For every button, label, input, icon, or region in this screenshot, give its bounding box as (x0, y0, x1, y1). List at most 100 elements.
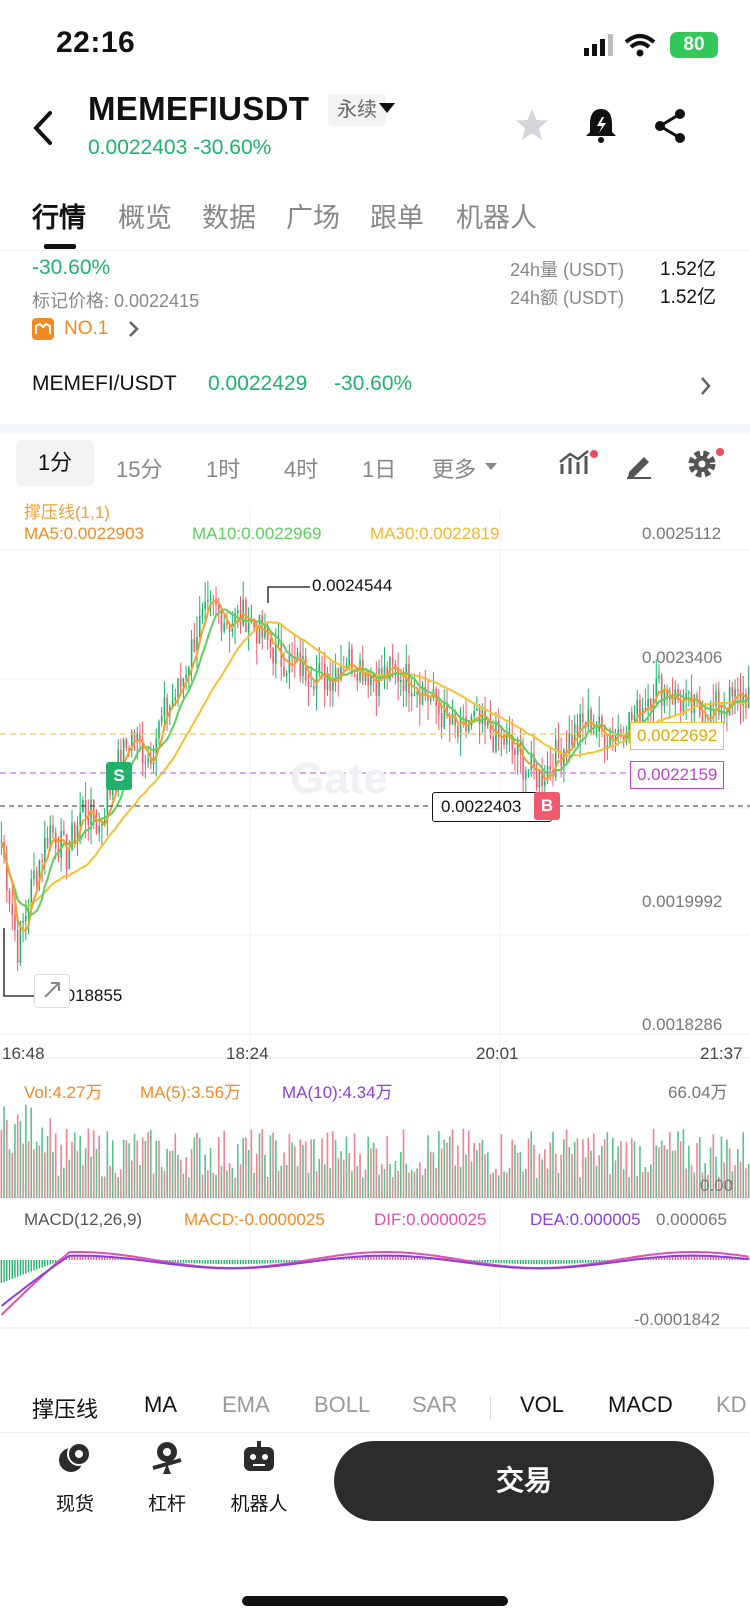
volume-bar (568, 1147, 571, 1198)
macd-bar (595, 1260, 598, 1263)
indicator-icon[interactable] (558, 448, 598, 480)
ind-ema[interactable]: EMA (222, 1392, 270, 1417)
tab-data[interactable]: 数据 (202, 203, 256, 233)
rank-chevron-icon[interactable] (128, 320, 140, 338)
ind-ma[interactable]: MA (144, 1392, 177, 1417)
timeframe-15m[interactable]: 15分 (116, 457, 163, 482)
candle-body (530, 753, 533, 770)
level-yellow-tag[interactable]: 0.0022692 (630, 722, 725, 750)
spot-button[interactable]: 现货 (30, 1440, 120, 1516)
volume-bar (87, 1128, 90, 1198)
volume-bar (650, 1164, 652, 1198)
macd-bar (291, 1260, 293, 1263)
volume-bar (701, 1172, 704, 1198)
rank-label[interactable]: NO.1 (64, 318, 109, 339)
tab-copy-trading[interactable]: 跟单 (370, 203, 424, 233)
macd-bar (712, 1256, 715, 1260)
ind-kd[interactable]: KD (716, 1392, 747, 1417)
price-alert-bell-icon[interactable] (584, 106, 618, 144)
bot-button[interactable]: 机器人 (214, 1440, 304, 1516)
candle-body (25, 915, 27, 922)
share-icon[interactable] (652, 108, 688, 144)
volume-bar (30, 1107, 33, 1198)
candle-body (296, 652, 299, 659)
candle-body (60, 830, 62, 858)
chart-settings-gear-icon[interactable] (686, 446, 726, 480)
volume-bar (337, 1157, 340, 1198)
battery-icon: 80 (670, 32, 718, 58)
volume-bar (372, 1142, 375, 1198)
tab-square[interactable]: 广场 (286, 203, 340, 233)
margin-button[interactable]: 杠杆 (122, 1440, 212, 1516)
volume-bar (242, 1137, 245, 1198)
candle-body (595, 731, 598, 733)
macd-bar (718, 1256, 720, 1260)
expand-chart-button[interactable] (34, 974, 70, 1008)
dropdown-caret-icon[interactable] (378, 102, 396, 114)
timeframe-1h[interactable]: 1时 (206, 457, 241, 482)
volume-bar (470, 1161, 473, 1198)
more-caret-icon[interactable] (484, 462, 498, 471)
ind-support-resistance[interactable]: 撑压线 (32, 1397, 99, 1422)
macd-bar (405, 1256, 407, 1260)
trade-button[interactable]: 交易 (334, 1441, 714, 1521)
candle-body (503, 734, 505, 745)
macd-bar (35, 1260, 38, 1270)
candle-body (397, 667, 399, 682)
summary-change: -30.60% (32, 256, 111, 279)
timeframe-4h[interactable]: 4时 (284, 457, 319, 482)
symbol-title[interactable]: MEMEFIUSDT (88, 90, 310, 127)
ind-boll[interactable]: BOLL (314, 1392, 371, 1417)
ind-sar[interactable]: SAR (412, 1392, 458, 1417)
draw-pencil-icon[interactable] (624, 450, 654, 480)
volume-bar (253, 1172, 255, 1198)
macd-bar (565, 1260, 568, 1264)
candle-body (625, 738, 628, 743)
level-purple-tag[interactable]: 0.0022159 (630, 761, 725, 789)
volume-bar (33, 1149, 35, 1198)
ind-macd[interactable]: MACD (608, 1392, 673, 1417)
candle-body (489, 721, 492, 738)
tab-overview[interactable]: 概览 (118, 203, 172, 233)
volume-bar (690, 1165, 693, 1198)
candle-body (299, 652, 302, 677)
current-price-tag[interactable]: 0.0022403 (432, 792, 553, 822)
volume-bar (364, 1169, 367, 1198)
candle-body (620, 728, 622, 735)
macd-bar (166, 1260, 168, 1262)
macd-bar (394, 1255, 397, 1260)
volume-bar (160, 1167, 163, 1198)
candle-body (247, 623, 250, 633)
candle-body (492, 737, 495, 752)
macd-bar (25, 1260, 27, 1274)
tab-market[interactable]: 行情 (32, 203, 86, 233)
candle-body (516, 742, 519, 755)
dea-line (0, 1254, 749, 1307)
kline-chart[interactable]: Gate 撑压线(1,1) MA5:0.0022903 MA10:0.00229… (0, 503, 750, 1378)
candle-body (481, 710, 484, 725)
spot-pair-row[interactable]: MEMEFI/USDT 0.0022429 -30.60% (0, 360, 750, 416)
candle-body (207, 599, 209, 602)
candle-body (386, 666, 389, 680)
macd-bar (359, 1256, 361, 1260)
candle-body (52, 825, 54, 833)
macd-bar (685, 1255, 687, 1260)
candle-body (514, 749, 516, 755)
kline-svg[interactable]: Gate (0, 508, 750, 1378)
macd-bar (533, 1260, 535, 1265)
timeframe-1d[interactable]: 1日 (362, 457, 397, 482)
favorite-star-icon[interactable] (514, 108, 550, 142)
volume-bar (313, 1139, 315, 1198)
candle-body (443, 703, 446, 728)
timeframe-more[interactable]: 更多 (432, 457, 477, 482)
volume-bar (60, 1144, 62, 1198)
ind-vol[interactable]: VOL (520, 1392, 565, 1417)
macd-bar (378, 1255, 380, 1260)
perpetual-badge[interactable]: 永续 (328, 94, 386, 126)
volume-bar (302, 1144, 304, 1198)
volume-bar (709, 1147, 712, 1198)
timeframe-1m[interactable]: 1分 (16, 440, 94, 486)
tab-bots[interactable]: 机器人 (456, 203, 537, 233)
back-arrow-icon[interactable] (30, 110, 56, 146)
candle-body (378, 668, 380, 696)
